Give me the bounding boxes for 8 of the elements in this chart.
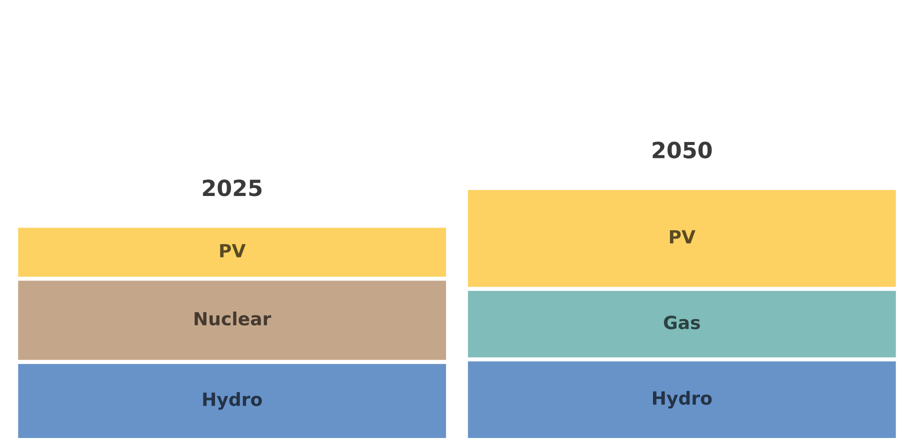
text: PV	[670, 230, 696, 244]
x-tick-label: 2025	[202, 179, 262, 196]
series-label: PV	[220, 244, 246, 258]
text: Hydro	[653, 390, 712, 408]
series-label: Gas	[664, 316, 700, 330]
series-label: Hydro	[203, 392, 262, 410]
series-label: Nuclear	[194, 312, 272, 326]
x-tick-label: 2050	[652, 142, 712, 158]
